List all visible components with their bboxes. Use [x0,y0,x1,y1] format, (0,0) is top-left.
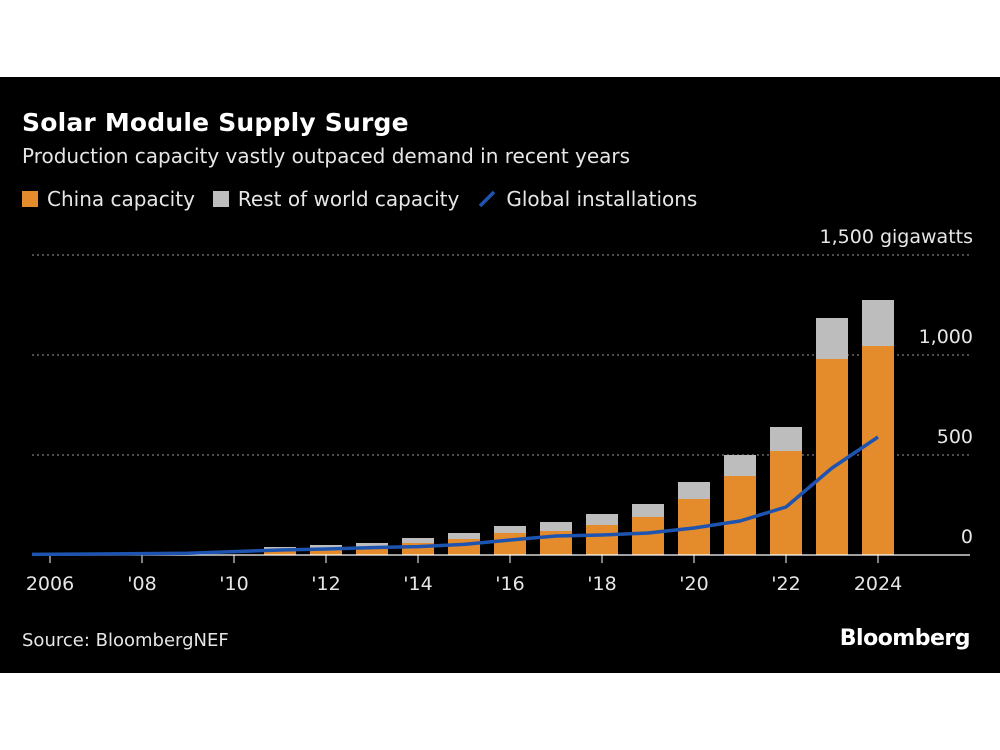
y-tick-label-1500: 1,500 gigawatts [820,226,973,248]
bar-rest-of-world-2020 [678,482,710,499]
solar-capacity-chart: 0 500 1,000 1,500 gigawatts 2006 '08 '10 '12 '14… [26,226,973,595]
bar-china-2015 [448,539,480,555]
legend-label-china: China capacity [47,187,195,211]
legend-item-rest-of-world: Rest of world capacity [212,187,460,211]
legend-label-rest-of-world: Rest of world capacity [237,187,460,211]
bar-china-2013 [356,547,388,555]
bar-china-2018 [586,525,618,555]
legend-swatch-rest-of-world [212,191,229,207]
legend-line-installations-icon [479,190,496,208]
x-tick-label-2008: '08 [127,573,156,595]
bar-china-2021 [724,476,756,555]
chart-subtitle: Production capacity vastly outpaced dema… [22,144,631,168]
y-tick-label-1000: 1,000 [919,326,973,348]
bar-rest-of-world-2013 [356,543,388,547]
installations-line [31,435,879,557]
x-tick-label-2006: 2006 [26,573,74,595]
y-tick-label-500: 500 [937,426,973,448]
bloomberg-logo: Bloomberg [839,626,971,651]
bar-china-2016 [494,533,526,555]
bar-rest-of-world-2015 [448,533,480,539]
bar-rest-of-world-2012 [310,545,342,548]
legend-line-stroke [479,190,496,208]
y-tick-label-0: 0 [961,526,973,548]
legend-swatch-china [22,191,38,207]
bar-rest-of-world-2016 [494,526,526,533]
x-tick-label-2012: '12 [311,573,340,595]
bar-china-2023 [816,359,848,555]
chart-title: Solar Module Supply Surge [22,108,409,137]
x-tick-label-2020: '20 [679,573,708,595]
bar-china-2012 [310,548,342,555]
bar-rest-of-world-2022 [770,427,802,451]
bar-rest-of-world-2011 [264,547,296,549]
bar-rest-of-world-2017 [540,522,572,531]
bar-rest-of-world-2023 [816,318,848,359]
bar-rest-of-world-2021 [724,455,756,476]
x-tick-label-2016: '16 [495,573,524,595]
x-tick-label-2018: '18 [587,573,616,595]
legend-label-installations: Global installations [506,187,698,211]
bar-china-2011 [264,549,296,555]
bar-china-2019 [632,517,664,555]
chart-legend: China capacity Rest of world capacity Gl… [22,186,715,212]
bar-china-2024 [862,346,894,555]
source-note: Source: BloombergNEF [22,630,229,651]
x-tick-label-2022: '22 [771,573,800,595]
x-tick-label-2014: '14 [403,573,432,595]
legend-item-installations: Global installations [477,187,697,211]
bar-china-2022 [770,451,802,555]
bar-rest-of-world-2024 [862,300,894,346]
legend-item-china: China capacity [22,187,195,211]
x-tick-label-2010: '10 [219,573,248,595]
bar-rest-of-world-2019 [632,504,664,517]
bar-rest-of-world-2018 [586,514,618,525]
chart-panel: Solar Module Supply Surge Production cap… [0,77,1000,673]
x-tick-label-2024: 2024 [854,573,902,595]
bar-rest-of-world-2014 [402,538,434,543]
